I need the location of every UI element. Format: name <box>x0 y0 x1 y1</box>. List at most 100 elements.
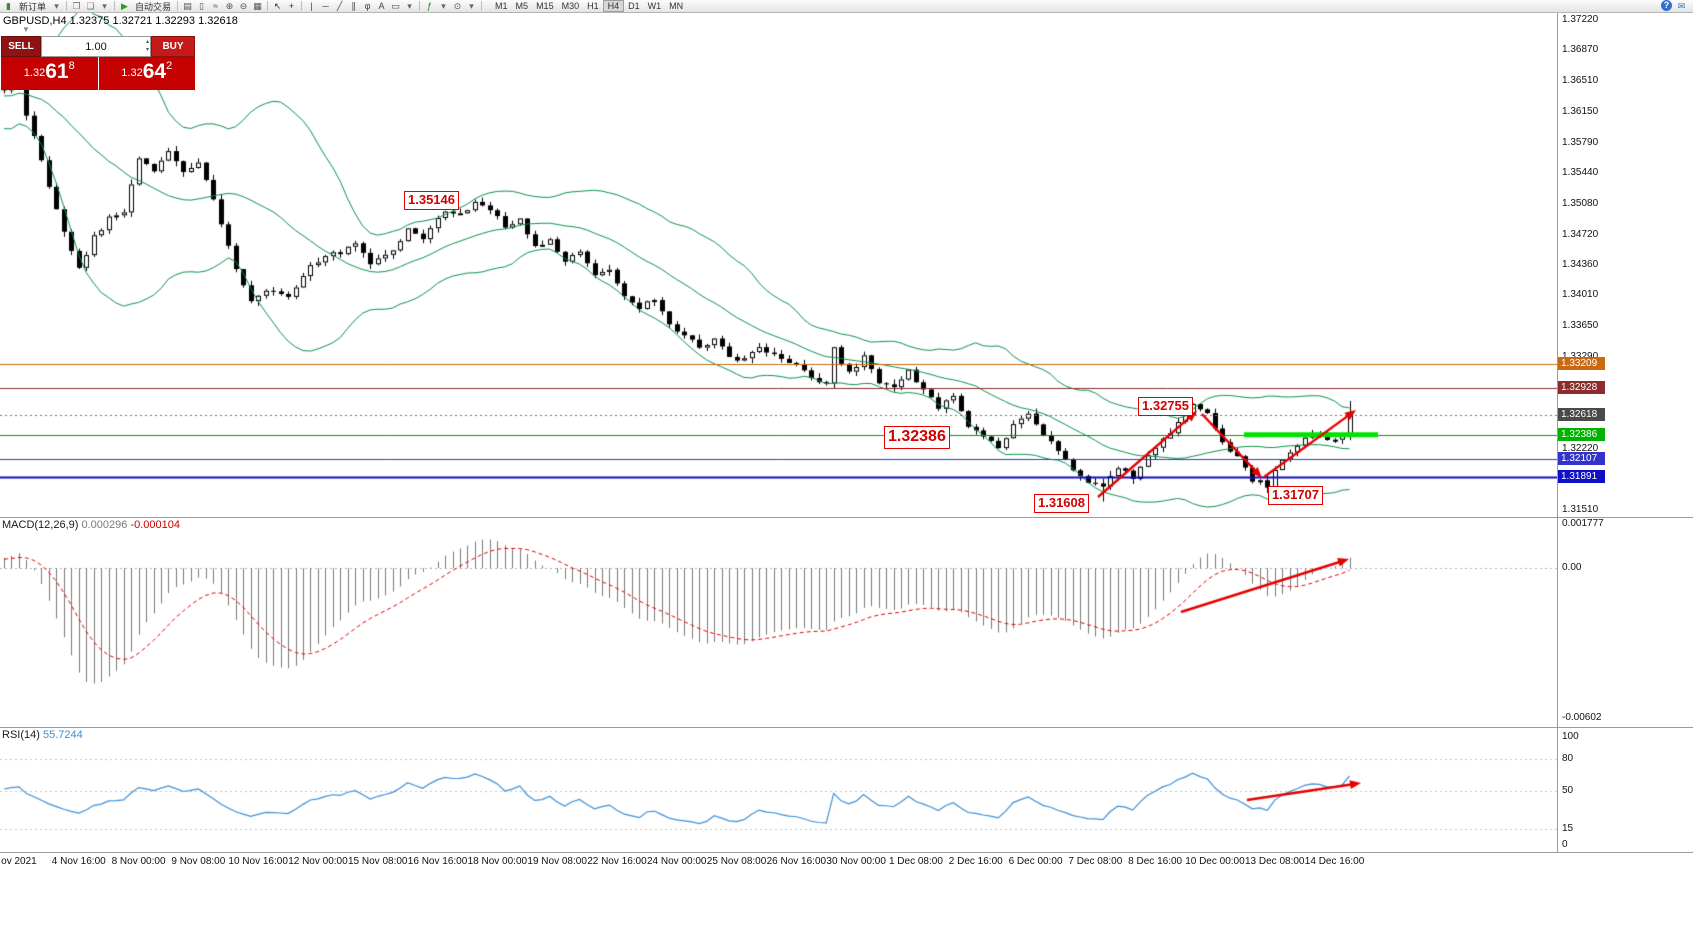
timeframe-m15[interactable]: M15 <box>536 1 554 11</box>
community-icon[interactable]: ✉ <box>1677 0 1686 11</box>
caret-icon[interactable]: ▾ <box>469 0 474 11</box>
oneclick-collapse-icon[interactable]: ▼ <box>22 25 30 34</box>
date-label: 6 Dec 00:00 <box>1008 856 1063 867</box>
fibonacci-icon[interactable]: φ <box>364 0 371 11</box>
channel-icon[interactable]: ∥ <box>351 0 356 11</box>
macd-scale-label: -0.00602 <box>1562 712 1602 723</box>
sell-button[interactable]: SELL <box>1 36 41 57</box>
chart-window-icon[interactable]: ❐ <box>72 0 81 11</box>
time-axis-separator[interactable] <box>0 852 1693 853</box>
rsi-panel-separator[interactable] <box>0 727 1693 728</box>
price-annotation: 1.31608 <box>1034 494 1089 513</box>
date-label: 7 Dec 08:00 <box>1068 856 1123 867</box>
timeframe-group: M1 M5 M15 M30 H1 H4 D1 W1 MN <box>491 0 687 12</box>
shapes-icon[interactable]: ▭ <box>391 0 400 11</box>
new-order-button[interactable]: 新订单 <box>19 1 47 12</box>
date-label: 14 Dec 16:00 <box>1304 856 1365 867</box>
toolbar-separator <box>267 1 269 11</box>
price-tick-label: 1.36150 <box>1562 105 1599 117</box>
zoom-out-icon[interactable]: ⊖ <box>239 0 248 11</box>
symbol-ohlc-header: GBPUSD,H4 1.32375 1.32721 1.32293 1.3261… <box>3 15 238 27</box>
volume-down-icon[interactable]: ▾ <box>145 47 149 53</box>
timeframe-m30[interactable]: M30 <box>561 1 580 11</box>
ask-price-box[interactable]: 1.32 64 2 <box>98 57 195 90</box>
timeframe-mn[interactable]: MN <box>669 1 684 11</box>
bid-price-box[interactable]: 1.32 61 8 <box>1 57 98 90</box>
volume-up-icon[interactable]: ▴ <box>145 39 149 45</box>
timeframe-d1[interactable]: D1 <box>628 1 640 11</box>
date-label: 2 Dec 16:00 <box>948 856 1003 867</box>
indicators-icon[interactable]: ƒ <box>427 0 433 11</box>
new-chart-icon[interactable]: ▮ <box>6 0 11 11</box>
date-label: 10 Dec 00:00 <box>1185 856 1245 867</box>
help-icon[interactable]: ? <box>1661 0 1672 11</box>
timeframe-h1[interactable]: H1 <box>587 1 599 11</box>
cursor-icon[interactable]: ↖ <box>273 0 282 11</box>
period-icon[interactable]: ⊙ <box>453 0 462 11</box>
date-label: 4 Nov 16:00 <box>51 856 106 867</box>
date-label: 12 Nov 00:00 <box>288 856 348 867</box>
date-label: 22 Nov 16:00 <box>587 856 647 867</box>
rsi-panel-canvas[interactable] <box>0 728 1557 852</box>
date-label: 9 Nov 08:00 <box>171 856 226 867</box>
profiles-icon[interactable]: ❏ <box>86 0 95 11</box>
caret-icon[interactable]: ▾ <box>407 0 412 11</box>
caret-icon[interactable]: ▾ <box>441 0 446 11</box>
price-line-tag: 1.32386 <box>1558 427 1605 441</box>
bid-big-figure: 1.32 <box>23 67 46 79</box>
price-line-tag: 1.32618 <box>1558 407 1605 421</box>
timeframe-h4[interactable]: H4 <box>602 0 625 12</box>
toolbar-separator <box>419 1 421 11</box>
price-tick-label: 1.35080 <box>1562 197 1599 209</box>
zoom-in-icon[interactable]: ⊕ <box>225 0 234 11</box>
rsi-scale-label: 80 <box>1562 752 1574 764</box>
autotrade-play-icon[interactable]: ▶ <box>121 0 128 11</box>
main-chart-canvas[interactable] <box>0 13 1557 517</box>
horizontal-line-icon[interactable]: ─ <box>322 0 329 11</box>
price-tick-label: 1.36510 <box>1562 74 1599 86</box>
toolbar-right-group: ? ✉ <box>1661 0 1688 12</box>
macd-panel-separator[interactable] <box>0 517 1693 518</box>
price-tick-label: 1.36870 <box>1562 44 1599 56</box>
autotrade-button[interactable]: 自动交易 <box>135 1 172 12</box>
date-label: ov 2021 <box>1 856 37 867</box>
price-tick-label: 1.33650 <box>1562 320 1599 332</box>
date-label: 30 Nov 00:00 <box>826 856 886 867</box>
ask-big-figure: 1.32 <box>121 67 143 79</box>
toolbar-separator <box>481 1 483 11</box>
price-tick-label: 1.37220 <box>1562 14 1599 25</box>
date-label: 13 Dec 08:00 <box>1245 856 1305 867</box>
timeframe-m1[interactable]: M1 <box>495 1 508 11</box>
buy-button[interactable]: BUY <box>151 36 195 57</box>
volume-value: 1.00 <box>85 40 107 53</box>
text-tool-icon[interactable]: A <box>378 0 385 11</box>
timeframe-w1[interactable]: W1 <box>647 1 662 11</box>
price-annotation: 1.32386 <box>884 426 950 449</box>
toolbar-separator <box>114 1 116 11</box>
bid-pips: 61 <box>45 60 69 83</box>
candle-chart-icon[interactable]: ▯ <box>199 0 204 11</box>
bar-chart-icon[interactable]: ▤ <box>183 0 192 11</box>
price-line-tag: 1.33209 <box>1558 357 1605 371</box>
date-label: 18 Nov 00:00 <box>467 856 528 867</box>
rsi-name: RSI(14) <box>2 729 40 741</box>
crosshair-icon[interactable]: + <box>288 0 295 11</box>
timeframe-m5[interactable]: M5 <box>515 1 529 11</box>
date-label: 8 Dec 16:00 <box>1128 856 1183 867</box>
tile-windows-icon[interactable]: ▦ <box>253 0 262 11</box>
volume-input[interactable]: 1.00 ▴ ▾ <box>41 36 151 57</box>
price-tick-label: 1.35440 <box>1562 166 1599 178</box>
date-label: 25 Nov 08:00 <box>706 856 767 867</box>
date-label: 8 Nov 00:00 <box>111 856 166 867</box>
macd-signal-value: -0.000104 <box>130 519 180 531</box>
line-chart-icon[interactable]: ≈ <box>213 0 218 11</box>
macd-name: MACD(12,26,9) <box>2 519 79 531</box>
macd-panel-canvas[interactable] <box>0 518 1557 727</box>
trendline-icon[interactable]: ╱ <box>336 0 343 11</box>
vertical-line-icon[interactable]: | <box>310 0 313 11</box>
price-annotation: 1.32755 <box>1138 397 1193 416</box>
rsi-value: 55.7244 <box>42 729 83 741</box>
caret-icon[interactable]: ▾ <box>54 0 59 11</box>
caret-icon[interactable]: ▾ <box>102 0 107 11</box>
one-click-trading-panel: SELL 1.00 ▴ ▾ BUY 1.32 61 8 1.32 64 2 <box>1 36 195 90</box>
